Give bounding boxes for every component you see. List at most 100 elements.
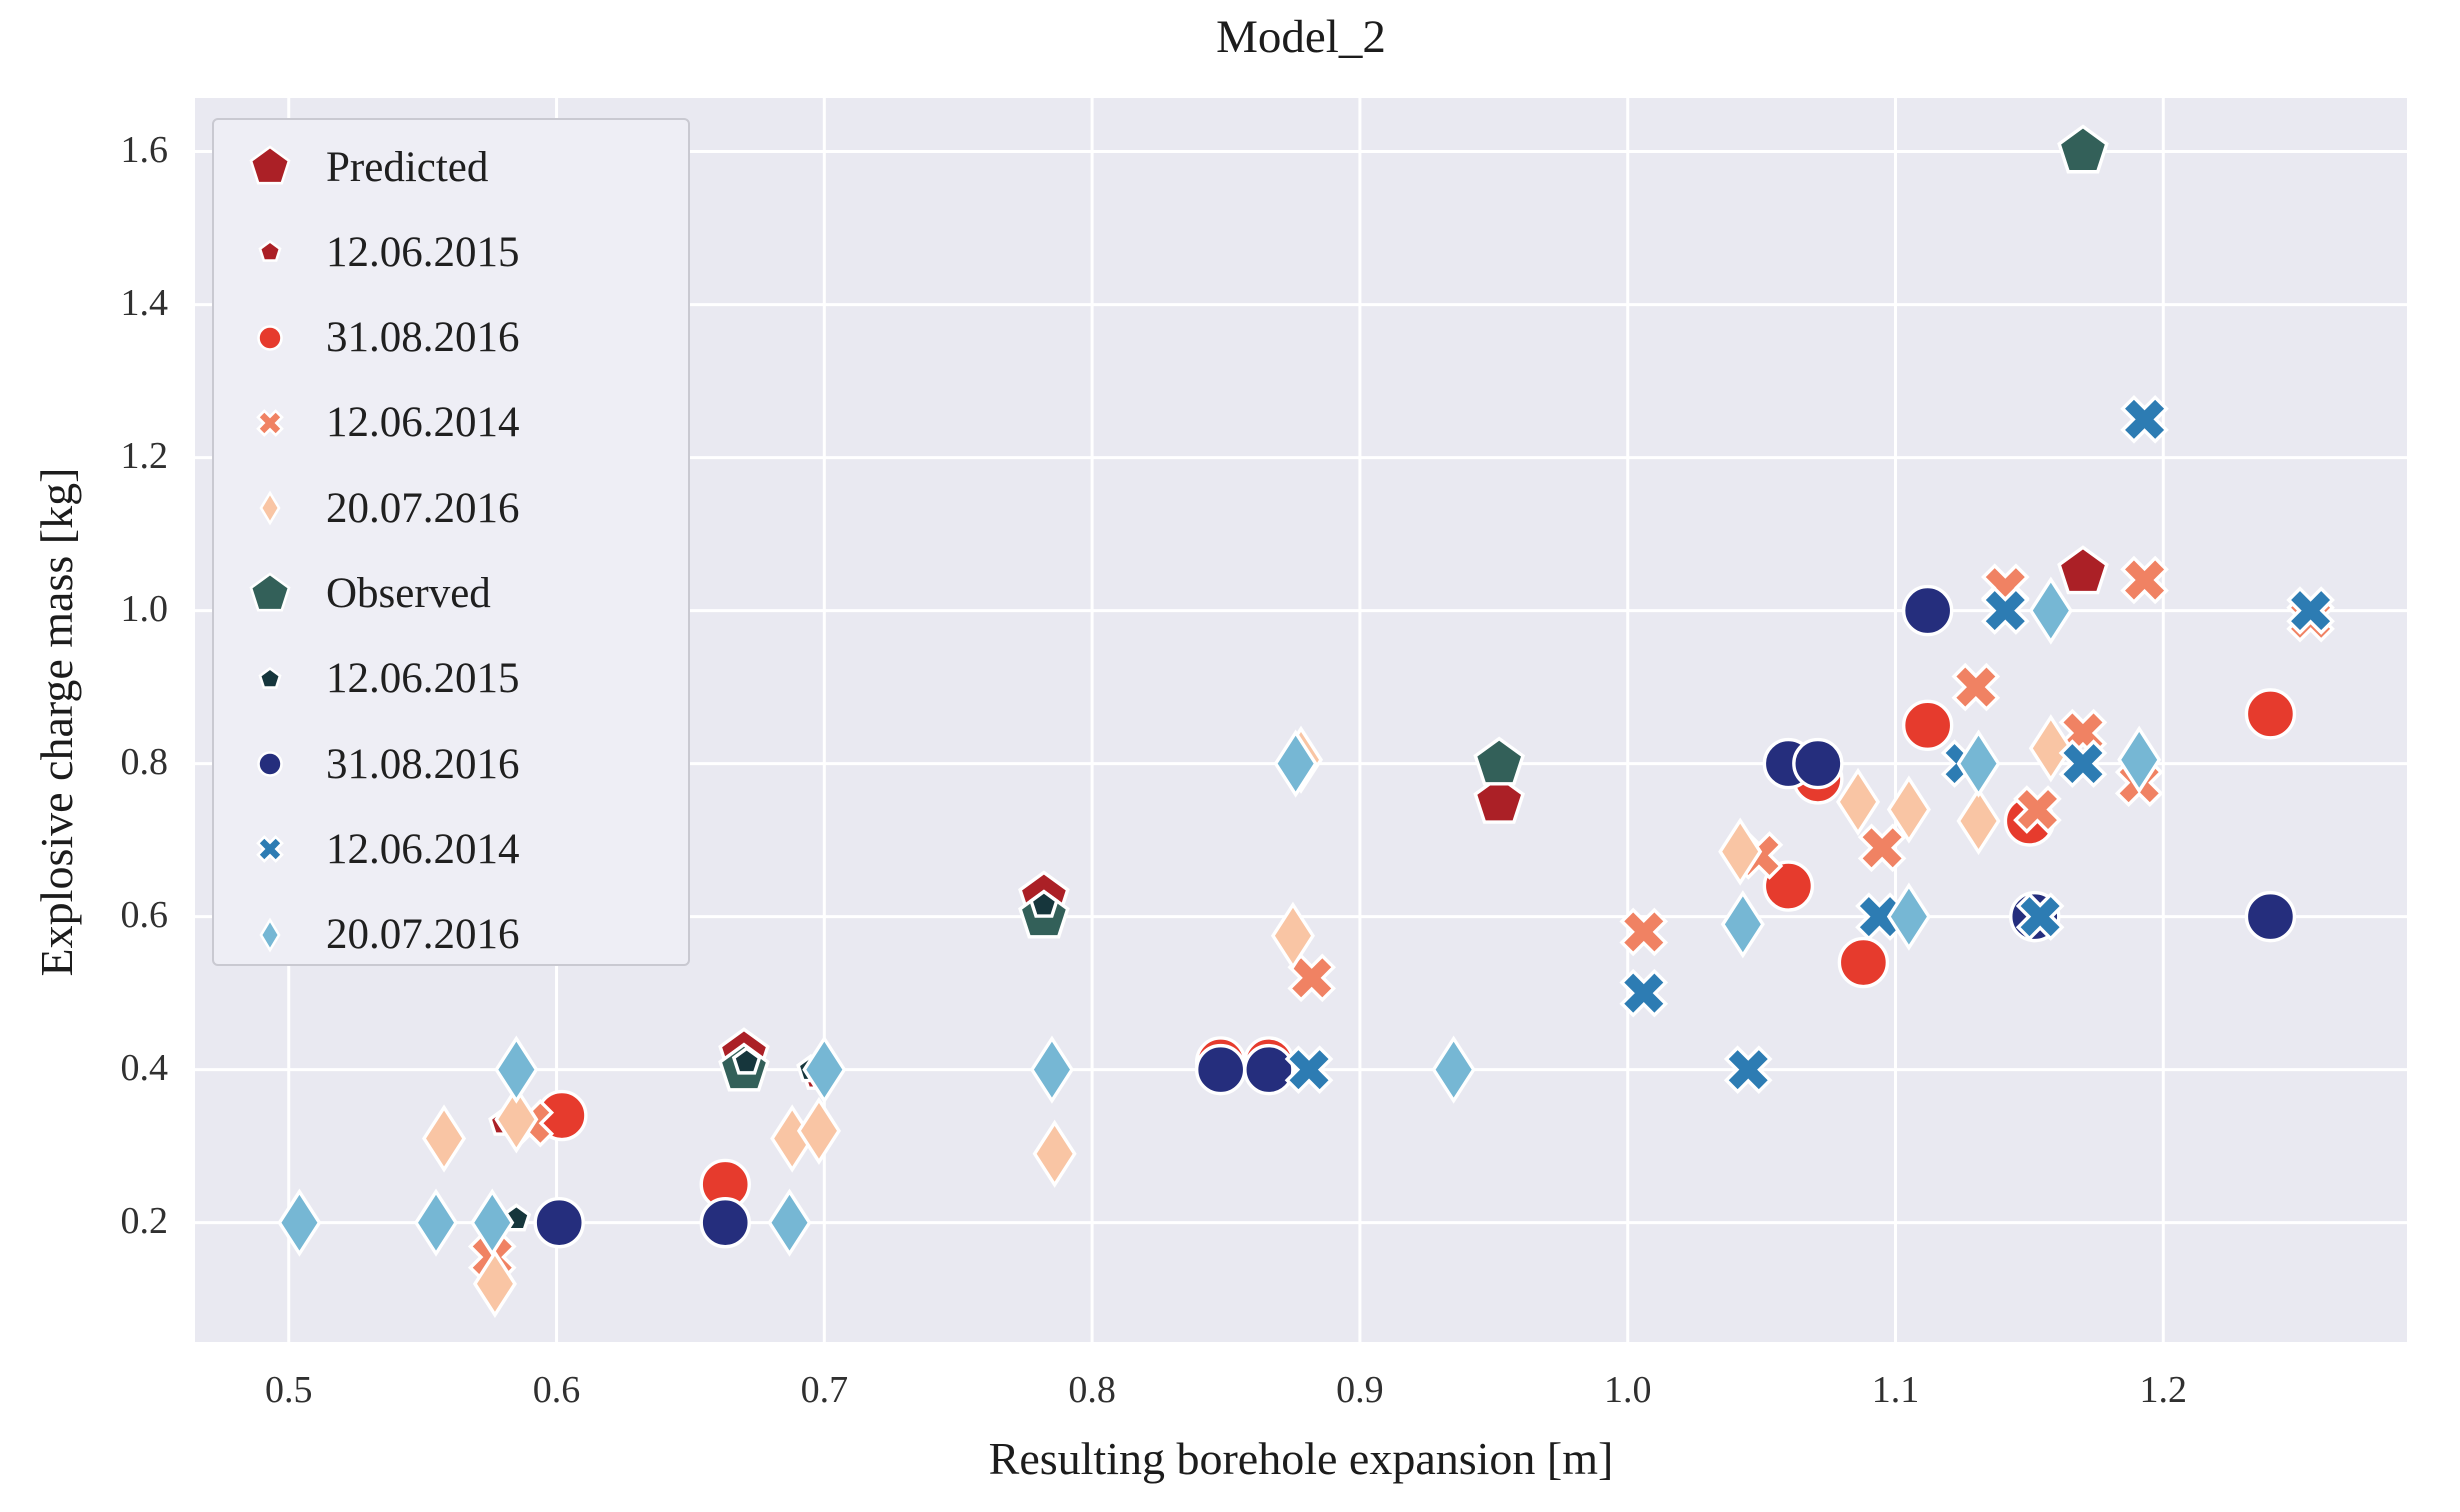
y-tick-label: 0.4 — [120, 1046, 169, 1089]
legend-item-31-08-2016: 31.08.2016 — [228, 735, 680, 793]
observed-thin-diamond-marker — [767, 1188, 812, 1257]
predicted-x-marker — [1951, 662, 2001, 712]
y-tick-label: 1.6 — [120, 128, 169, 171]
legend-label: 31.08.2016 — [326, 740, 520, 788]
predicted-pentagon-marker — [249, 145, 291, 185]
observed-thin-diamond-marker — [1720, 890, 1765, 959]
observed-thin-diamond-marker — [413, 1188, 459, 1257]
x-tick-label: 0.6 — [532, 1369, 581, 1411]
predicted-thin-diamond-marker — [259, 490, 281, 526]
y-axis-label: Explosive charge mass [kg] — [31, 467, 82, 977]
legend-item-12-06-2014: 12.06.2014 — [228, 820, 680, 878]
predicted-x-marker — [1857, 823, 1907, 873]
legend-marker — [228, 735, 312, 793]
y-tick-label: 0.8 — [120, 740, 169, 783]
observed-circle-marker — [257, 751, 283, 777]
observed-x-marker — [1981, 586, 2030, 635]
legend-label: 12.06.2015 — [326, 228, 520, 276]
observed-thin-diamond-marker — [802, 1035, 847, 1104]
predicted-legend-marker-icon — [257, 324, 283, 351]
predicted-x-marker — [256, 409, 284, 437]
observed-thin-diamond-marker — [1956, 729, 2001, 798]
observed-x-marker — [2015, 892, 2065, 941]
predicted-legend-marker-icon — [259, 490, 281, 526]
predicted-thin-diamond-marker — [1270, 901, 1315, 970]
predicted-circle-marker — [2244, 688, 2297, 740]
predicted-pentagon-marker — [258, 240, 282, 263]
observed-thin-diamond-marker — [1886, 882, 1931, 951]
x-tick-label: 0.5 — [264, 1369, 313, 1411]
legend-item-31-08-2016: 31.08.2016 — [228, 309, 680, 367]
legend-item-20-07-2016: 20.07.2016 — [228, 906, 680, 964]
predicted-thin-diamond-marker — [1956, 786, 2001, 856]
x-tick-label: 1.0 — [1603, 1369, 1652, 1411]
legend-label: 31.08.2016 — [326, 314, 520, 362]
x-tick-label: 1.1 — [1871, 1369, 1920, 1411]
observed-x-marker — [256, 835, 284, 864]
observed-circle-marker — [1792, 737, 1844, 790]
observed-thin-diamond-marker — [470, 1188, 515, 1257]
legend-item-12-06-2014: 12.06.2014 — [228, 394, 680, 452]
observed-pentagon-marker — [1473, 736, 1525, 786]
predicted-circle-marker — [1762, 860, 1815, 912]
predicted-thin-diamond-marker — [796, 1096, 841, 1165]
legend-marker — [228, 565, 312, 623]
observed-x-marker — [1723, 1045, 1773, 1094]
x-tick-label: 0.8 — [1068, 1369, 1116, 1411]
legend-item-predicted: Predicted — [228, 138, 680, 196]
legend-marker — [228, 650, 312, 708]
legend-label: Observed — [326, 570, 491, 617]
legend-box: Predicted 12.06.2015 31.08.2016 12.06.2014 2… — [212, 118, 690, 966]
observed-legend-marker-icon — [256, 835, 284, 864]
observed-x-marker — [1619, 968, 1669, 1018]
observed-circle-marker — [1243, 1043, 1295, 1096]
observed-thin-diamond-marker — [494, 1035, 539, 1104]
observed-circle-marker — [533, 1196, 585, 1249]
observed-legend-marker-icon — [249, 571, 291, 611]
predicted-thin-diamond-marker — [1032, 1119, 1077, 1188]
observed-circle-marker — [699, 1196, 751, 1249]
legend-marker — [228, 138, 312, 196]
y-tick-label: 0.2 — [120, 1199, 169, 1242]
observed-x-marker — [2120, 395, 2169, 444]
x-tick-label: 0.7 — [800, 1369, 849, 1411]
legend-marker — [228, 309, 312, 367]
observed-circle-marker — [2244, 890, 2297, 943]
observed-thin-diamond-marker — [2117, 725, 2162, 794]
legend-marker — [228, 479, 312, 537]
observed-legend-marker-icon — [258, 666, 282, 689]
predicted-thin-diamond-marker — [1718, 817, 1763, 886]
observed-x-marker — [2286, 586, 2335, 635]
observed-pentagon-marker — [1029, 889, 1059, 918]
predicted-circle-marker — [1837, 936, 1890, 989]
predicted-thin-diamond-marker — [1886, 775, 1931, 844]
predicted-thin-diamond-marker — [1835, 767, 1881, 836]
x-tick-label: 1.2 — [2139, 1369, 2188, 1411]
legend-marker — [228, 906, 312, 964]
observed-thin-diamond-marker — [259, 917, 281, 953]
observed-thin-diamond-marker — [1431, 1035, 1476, 1104]
observed-pentagon-marker — [2057, 124, 2109, 174]
observed-circle-marker — [1901, 584, 1954, 637]
legend-item-12-06-2015: 12.06.2015 — [228, 650, 680, 708]
observed-circle-marker — [1194, 1043, 1247, 1096]
observed-x-marker — [2058, 739, 2108, 788]
predicted-x-marker — [1619, 907, 1669, 957]
legend-item-observed: Observed — [228, 565, 680, 623]
predicted-circle-marker — [257, 324, 283, 351]
predicted-pentagon-marker — [1473, 774, 1525, 824]
predicted-legend-marker-icon — [249, 145, 291, 185]
observed-thin-diamond-marker — [1273, 729, 1318, 798]
x-tick-label: 0.9 — [1336, 1369, 1384, 1411]
y-tick-label: 1.0 — [120, 587, 169, 630]
plot-canvas — [195, 98, 2407, 1342]
legend-item-12-06-2015: 12.06.2015 — [228, 223, 680, 281]
y-tick-label: 1.4 — [120, 281, 169, 324]
chart-title: Model_2 — [1216, 11, 1386, 63]
x-axis-label: Resulting borehole expansion [m] — [988, 1433, 1614, 1484]
y-tick-label: 1.2 — [120, 434, 169, 477]
legend-label: 20.07.2016 — [326, 911, 520, 959]
predicted-legend-marker-icon — [256, 409, 284, 437]
y-tick-label: 0.6 — [120, 893, 169, 936]
